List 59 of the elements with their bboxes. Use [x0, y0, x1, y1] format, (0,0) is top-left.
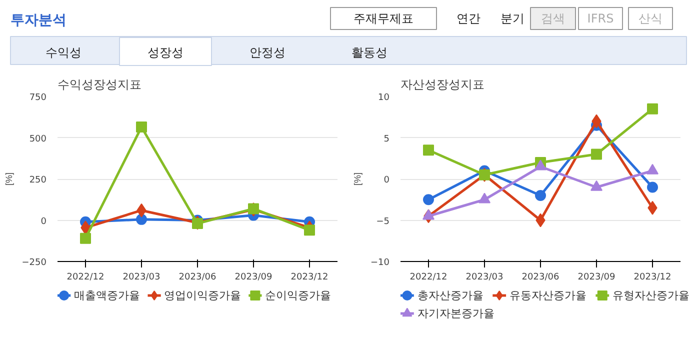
text: 검색: [541, 12, 565, 26]
point: [80, 232, 91, 244]
text: 활동성: [352, 46, 388, 60]
text: 분기: [500, 12, 524, 26]
x-tick-label: 2023/03: [122, 272, 160, 282]
legend-label: 순이익증가율: [265, 289, 332, 302]
y-tick-label: 250: [29, 176, 47, 186]
x-tick-label: 2023/03: [466, 272, 504, 282]
x-tick-label: 2023/12: [290, 272, 328, 282]
y-tick-label: 10: [378, 93, 390, 103]
legend-label: 총자산증가율: [417, 289, 484, 302]
y-tick-label: −10: [370, 258, 390, 268]
point: [534, 160, 546, 170]
point: [423, 194, 434, 206]
point: [478, 192, 490, 204]
point: [646, 164, 658, 174]
point: [136, 122, 147, 133]
legend-label: 유형자산증가율: [612, 289, 690, 302]
text: 수익성: [46, 46, 82, 60]
point: [647, 182, 658, 193]
chart-title: 수익성장성지표: [58, 78, 142, 92]
point: [422, 209, 434, 220]
point: [248, 203, 259, 214]
y-tick-label: 500: [29, 134, 47, 144]
y-tick-label: 0: [40, 216, 47, 227]
x-tick-label: 2023/12: [634, 272, 672, 282]
x-tick-label: 2023/06: [178, 272, 216, 282]
text: 안정성: [250, 46, 286, 60]
y-tick-label: −250: [22, 258, 47, 268]
point: [423, 144, 434, 156]
x-tick-label: 2023/06: [522, 272, 560, 282]
text: 산식: [638, 12, 662, 26]
text: 주재무제표: [354, 12, 414, 26]
point: [304, 224, 315, 236]
text: IFRS: [587, 12, 614, 26]
y-axis-title: [%]: [352, 172, 363, 186]
point: [192, 218, 203, 230]
x-tick-label: 2022/12: [410, 272, 448, 282]
x-tick-label: 2022/12: [66, 272, 104, 282]
y-axis-title: [%]: [4, 172, 14, 186]
point: [590, 180, 602, 191]
point: [647, 103, 658, 114]
text: 성장성: [148, 46, 184, 60]
text: 투자분석: [10, 12, 66, 28]
y-tick-label: −5: [376, 216, 390, 227]
chart-title: 자산성장성지표: [400, 78, 484, 92]
legend-label: 매출액증가율: [74, 289, 140, 302]
point: [535, 190, 546, 201]
legend-label: 자기자본증가율: [417, 307, 494, 320]
y-tick-label: 5: [384, 134, 390, 144]
y-tick-label: 0: [384, 176, 390, 186]
y-tick-label: 750: [29, 93, 47, 103]
point: [591, 148, 602, 160]
text: 연간: [456, 12, 480, 26]
legend-label: 영업이익증가율: [164, 289, 242, 302]
x-tick-label: 2023/09: [234, 272, 272, 282]
point: [136, 214, 147, 225]
legend-label: 유동자산증가율: [509, 289, 586, 302]
x-tick-label: 2023/09: [578, 272, 616, 282]
